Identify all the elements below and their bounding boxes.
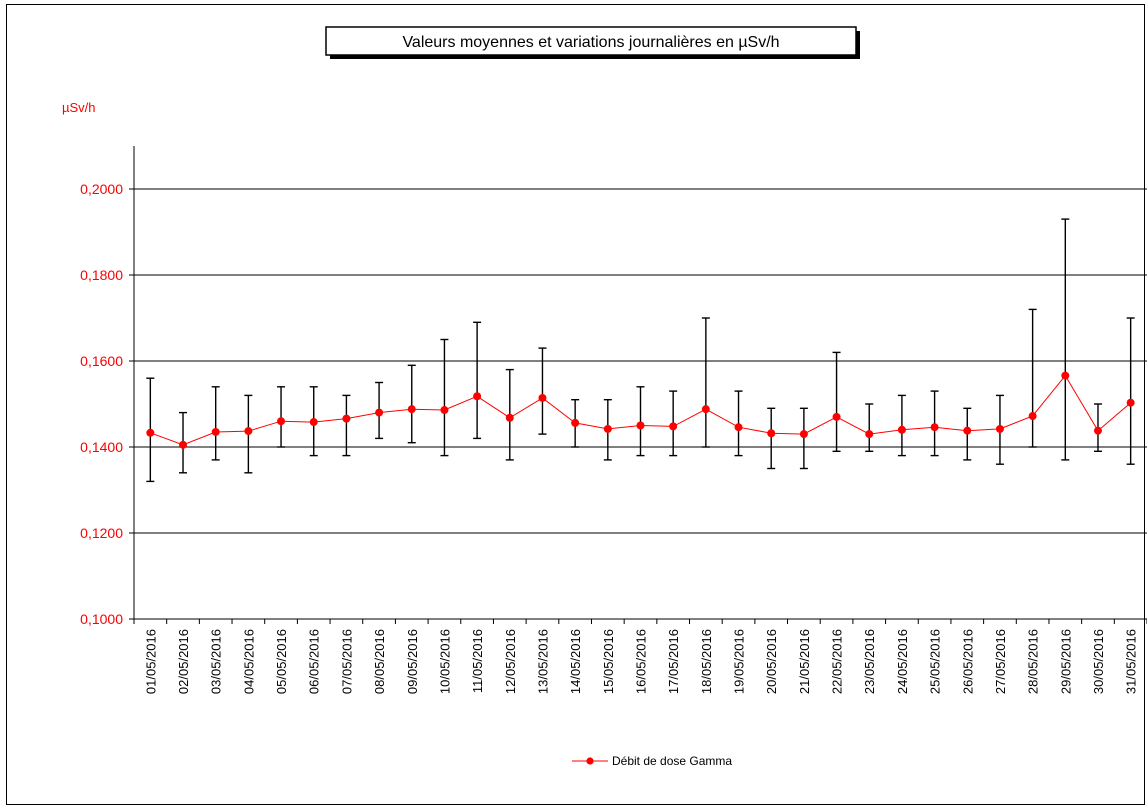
x-tick-label: 03/05/2016 (209, 629, 224, 694)
data-point (505, 413, 514, 422)
x-tick-label: 27/05/2016 (993, 629, 1008, 694)
data-point (146, 428, 155, 437)
data-point (701, 405, 710, 414)
tick-label-layer: 0,1000 0,1200 0,1400 0,1600 0,1800 0,2000 01/0… (80, 181, 1138, 694)
data-point (407, 405, 416, 414)
data-point (277, 417, 286, 426)
data-point (571, 418, 580, 427)
data-point-layer (146, 371, 1135, 449)
x-tick-label: 08/05/2016 (372, 629, 387, 694)
data-point (930, 423, 939, 432)
x-tick-label: 19/05/2016 (732, 629, 747, 694)
x-tick-label: 11/05/2016 (470, 629, 485, 693)
grid-layer (134, 188, 1147, 534)
data-point (244, 427, 253, 436)
legend-label: Débit de dose Gamma (612, 754, 732, 768)
data-point (636, 421, 645, 430)
x-tick-label: 06/05/2016 (307, 629, 322, 694)
data-point (734, 423, 743, 432)
data-point (1126, 398, 1135, 407)
x-tick-label: 16/05/2016 (634, 629, 649, 694)
legend-marker (586, 757, 594, 765)
data-point (1093, 426, 1102, 435)
x-tick-label: 28/05/2016 (1026, 629, 1041, 694)
y-tick-label: 0,1800 (80, 267, 123, 283)
x-tick-label: 23/05/2016 (862, 629, 877, 694)
data-point (865, 430, 874, 439)
x-tick-label: 13/05/2016 (535, 629, 550, 694)
y-tick-label: 0,1200 (80, 525, 123, 541)
x-tick-label: 21/05/2016 (797, 629, 812, 694)
x-tick-label: 30/05/2016 (1091, 629, 1106, 694)
data-point (309, 418, 318, 427)
data-point (342, 414, 351, 423)
x-tick-label: 18/05/2016 (699, 629, 714, 694)
x-tick-label: 05/05/2016 (274, 629, 289, 694)
x-tick-label: 25/05/2016 (928, 629, 943, 694)
error-bar-layer (146, 218, 1135, 483)
data-point (832, 412, 841, 421)
x-tick-label: 31/05/2016 (1124, 629, 1139, 694)
x-tick-label: 29/05/2016 (1058, 629, 1073, 694)
data-point (1061, 371, 1070, 380)
x-tick-label: 02/05/2016 (176, 629, 191, 694)
title-box (325, 26, 857, 56)
x-tick-label: 26/05/2016 (960, 629, 975, 694)
data-point (538, 393, 547, 402)
x-tick-label: 20/05/2016 (764, 629, 779, 694)
x-tick-label: 04/05/2016 (241, 629, 256, 694)
x-tick-label: 07/05/2016 (339, 629, 354, 694)
data-point (375, 408, 384, 417)
axis-layer (129, 146, 1147, 624)
y-unit-label: µSv/h (62, 100, 96, 115)
y-tick-label: 0,1000 (80, 611, 123, 627)
data-point (963, 426, 972, 435)
data-point (1028, 412, 1037, 421)
y-tick-label: 0,1400 (80, 439, 123, 455)
x-tick-label: 01/05/2016 (143, 629, 158, 694)
data-point (767, 429, 776, 438)
x-tick-label: 22/05/2016 (830, 629, 845, 694)
data-point (440, 406, 449, 415)
x-tick-label: 17/05/2016 (666, 629, 681, 694)
data-point (473, 392, 482, 401)
data-point (603, 424, 612, 433)
x-tick-label: 10/05/2016 (437, 629, 452, 694)
data-point (179, 440, 188, 449)
data-point (799, 430, 808, 439)
data-point (669, 422, 678, 431)
x-tick-label: 14/05/2016 (568, 629, 583, 694)
data-point (211, 427, 220, 436)
data-point (995, 424, 1004, 433)
x-tick-label: 09/05/2016 (405, 629, 420, 694)
data-point (897, 425, 906, 434)
y-tick-label: 0,1600 (80, 353, 123, 369)
x-tick-label: 24/05/2016 (895, 629, 910, 694)
y-tick-label: 0,2000 (80, 181, 123, 197)
x-tick-label: 15/05/2016 (601, 629, 616, 694)
chart-title: Valeurs moyennes et variations journaliè… (402, 34, 779, 51)
x-tick-label: 12/05/2016 (503, 629, 518, 694)
